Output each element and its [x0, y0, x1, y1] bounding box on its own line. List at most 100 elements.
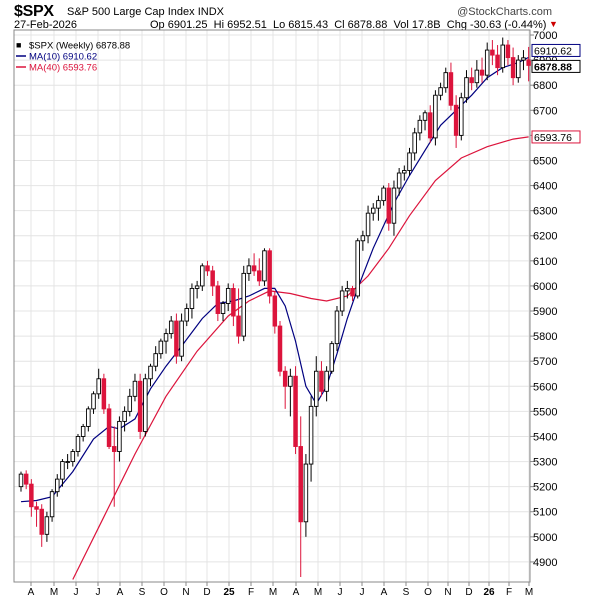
exchange-label: INDX: [197, 6, 224, 18]
candle: [210, 265, 215, 296]
x-tick-label: 26: [483, 587, 495, 598]
ohlc-summary: Op 6901.25 Hi 6952.51 Lo 6815.43 Cl 6878…: [150, 19, 546, 31]
price-labels: 6910.62 6878.88 6593.76: [531, 43, 581, 144]
candle-body: [381, 187, 386, 202]
volume-value: 17.8B: [411, 19, 441, 31]
x-tick-label: M: [50, 587, 58, 598]
candle: [510, 47, 516, 86]
candle-body: [106, 408, 112, 447]
candle: [137, 373, 143, 439]
x-tick-label: A: [293, 587, 300, 598]
candle: [495, 45, 500, 76]
candle-body: [163, 333, 169, 342]
candle-body: [417, 119, 423, 134]
candle: [298, 416, 303, 577]
candle: [246, 258, 252, 281]
candle: [459, 92, 464, 141]
price-label-box: [531, 43, 581, 57]
candle-body: [96, 378, 101, 395]
candle-body: [396, 172, 402, 189]
candle-body: [412, 132, 417, 154]
x-tick-label: F: [248, 587, 254, 598]
candle: [236, 288, 241, 344]
candle-body: [127, 395, 133, 412]
candle-body: [60, 461, 65, 480]
candle-body: [329, 343, 335, 372]
candle-body: [148, 365, 153, 380]
candle-body: [516, 59, 521, 79]
candle-body: [44, 516, 50, 535]
quote-date: 27-Feb-2026: [14, 19, 77, 31]
x-tick-label: N: [444, 587, 451, 598]
candle-body: [422, 112, 428, 121]
close-label: Cl: [334, 19, 345, 31]
candle-body: [505, 44, 511, 59]
candle-body: [355, 240, 360, 297]
candle: [231, 283, 236, 327]
grid-lines: [14, 30, 530, 582]
candle: [179, 313, 184, 362]
candle: [474, 60, 480, 88]
candle: [386, 183, 392, 231]
candle-body: [80, 425, 86, 437]
candle-body: [438, 87, 443, 96]
candle-body: [282, 370, 288, 387]
high-label: Hi: [213, 19, 225, 31]
y-tick-label: 6700: [533, 105, 557, 117]
candle: [75, 433, 81, 457]
candle: [402, 165, 407, 181]
x-tick-label: M: [314, 587, 322, 598]
candle-body: [267, 250, 272, 297]
candle-body: [179, 320, 184, 357]
x-tick-label: J: [360, 587, 365, 598]
candle-body: [298, 446, 303, 523]
candle-body: [231, 287, 236, 317]
candle: [96, 368, 101, 399]
candle: [490, 40, 495, 66]
x-tick-label: M: [269, 587, 277, 598]
candle-body: [200, 265, 205, 287]
candle-body: [500, 44, 505, 69]
candle: [184, 303, 190, 327]
candle: [293, 366, 298, 455]
candle: [80, 423, 86, 442]
x-tick-label: J: [96, 587, 101, 598]
candle-body: [257, 270, 262, 282]
candle-body: [225, 287, 231, 304]
candle: [448, 62, 454, 111]
candle-body: [251, 265, 257, 272]
candle-body: [215, 285, 221, 314]
candle: [23, 470, 29, 490]
candle: [464, 70, 469, 103]
candle: [194, 280, 200, 299]
candle-body: [314, 370, 319, 407]
candle: [407, 147, 412, 176]
candle: [521, 50, 526, 71]
candle-body: [86, 408, 91, 427]
candle: [127, 388, 133, 417]
candle-body: [484, 49, 490, 76]
candle-body: [262, 250, 267, 282]
x-tick-label: O: [424, 587, 432, 598]
ma10-line: [20, 56, 529, 503]
ma40-series: [72, 136, 529, 580]
candle-body: [469, 77, 474, 84]
x-tick-label: N: [182, 587, 189, 598]
price-label-text: 6878.88: [534, 61, 572, 73]
candle: [153, 346, 158, 372]
x-tick-label: A: [28, 587, 35, 598]
candle-body: [205, 265, 210, 272]
candle: [324, 366, 329, 402]
candle-body: [111, 446, 117, 452]
x-axis: A M J J A S O N D 25 F M A M J J A S O N D 26 F M: [28, 582, 533, 598]
candle-body: [122, 410, 127, 422]
candle-body: [70, 451, 76, 463]
candle: [365, 205, 371, 244]
candle: [200, 263, 205, 291]
candle-body: [65, 461, 70, 464]
candle: [29, 479, 34, 517]
candle: [267, 248, 272, 304]
open-value: 6901.25: [167, 19, 208, 31]
volume-label: Vol: [393, 19, 409, 31]
